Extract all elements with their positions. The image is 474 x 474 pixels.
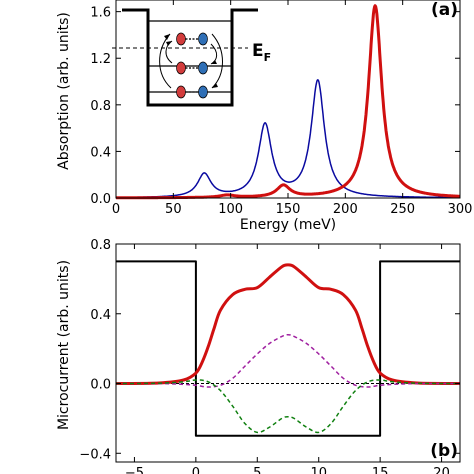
microcurrent-x-tick-label: 10: [310, 466, 327, 474]
dipole-middle-positive: [198, 61, 208, 75]
microcurrent-series-line-4: [115, 379, 461, 434]
fermi-level-label: EF: [252, 41, 271, 64]
arrowhead-right-down: [212, 83, 218, 88]
microcurrent-x-tick-label: 20: [433, 466, 450, 474]
microcurrent-y-tick-label: 0.0: [90, 378, 111, 393]
dipole-middle-negative: [176, 61, 186, 75]
microcurrent-plot-frame: [115, 243, 461, 463]
absorption-y-tick-label: 0.0: [90, 192, 111, 207]
microcurrent-x-tick-label: 5: [253, 466, 261, 474]
dipole-middle: [176, 61, 208, 75]
dipole-top-positive: [198, 32, 208, 46]
dipole-bottom-negative: [176, 85, 186, 99]
absorption-ticks: 0 50 100 150 200 250 300 0.0 0.4 0.8 1.2 1.6: [90, 0, 472, 217]
microcurrent-series-line-1: [116, 260, 460, 437]
absorption-y-tick-label: 1.6: [90, 6, 111, 21]
absorption-x-tick-label: 50: [165, 202, 182, 217]
absorption-y-tick-label: 0.4: [90, 145, 111, 160]
panel-label-a: (a): [431, 0, 458, 20]
arrowhead-left-up: [164, 34, 170, 40]
microcurrent-series-line-2: [115, 263, 461, 385]
absorption-x-tick-label: 200: [333, 202, 358, 217]
transition-arrow-right-mid: [210, 43, 218, 65]
absorption-y-axis-label: Absorption (arb. units): [56, 12, 72, 170]
absorption-chart: 0 50 100 150 200 250 300 0.0 0.4 0.8 1.2 1.6 Energy…: [56, 0, 472, 233]
microcurrent-y-tick-label: −0.4: [79, 447, 111, 462]
absorption-x-tick-label: 250: [390, 202, 415, 217]
well-walls: [122, 8, 258, 107]
absorption-x-axis-label: Energy (meV): [240, 217, 336, 233]
panel-label-b: (b): [430, 441, 458, 461]
microcurrent-chart: −5 0 5 10 15 20 −0.4 0.0 0.4 0.8 Microcurrent (ar…: [56, 238, 461, 474]
absorption-series: [115, 4, 461, 200]
microcurrent-x-tick-label: 0: [192, 466, 200, 474]
absorption-series-line-1: [115, 79, 461, 199]
absorption-series-line-2: [115, 4, 461, 200]
absorption-x-tick-label: 300: [448, 202, 473, 217]
fermi-level-subscript: F: [264, 51, 272, 64]
absorption-y-tick-label: 1.2: [90, 52, 111, 67]
absorption-y-tick-label: 0.8: [90, 99, 111, 114]
arrowhead-left-mid: [166, 41, 172, 46]
dipole-bottom: [176, 85, 208, 99]
microcurrent-x-tick-label: 15: [372, 466, 389, 474]
arrowhead-right-mid: [211, 60, 217, 64]
absorption-x-tick-label: 100: [218, 202, 243, 217]
microcurrent-x-tick-label: −5: [125, 466, 144, 474]
microcurrent-series-line-3: [115, 333, 461, 388]
absorption-plot-frame: [115, 0, 461, 199]
microcurrent-y-tick-label: 0.8: [90, 238, 111, 253]
dipole-top-negative: [176, 32, 186, 46]
transition-arrow-right-down: [211, 33, 223, 89]
microcurrent-series: [115, 260, 461, 437]
dipole-bottom-positive: [198, 85, 208, 99]
dipole-top: [176, 32, 208, 46]
microcurrent-y-axis-label: Microcurrent (arb. units): [56, 260, 72, 430]
absorption-x-tick-label: 0: [112, 202, 120, 217]
microcurrent-ticks: −5 0 5 10 15 20 −0.4 0.0 0.4 0.8: [79, 238, 460, 474]
quantum-well-inset: EF: [112, 8, 271, 107]
microcurrent-y-tick-label: 0.4: [90, 308, 111, 323]
fermi-level-symbol: E: [252, 41, 264, 61]
absorption-x-tick-label: 150: [276, 202, 301, 217]
